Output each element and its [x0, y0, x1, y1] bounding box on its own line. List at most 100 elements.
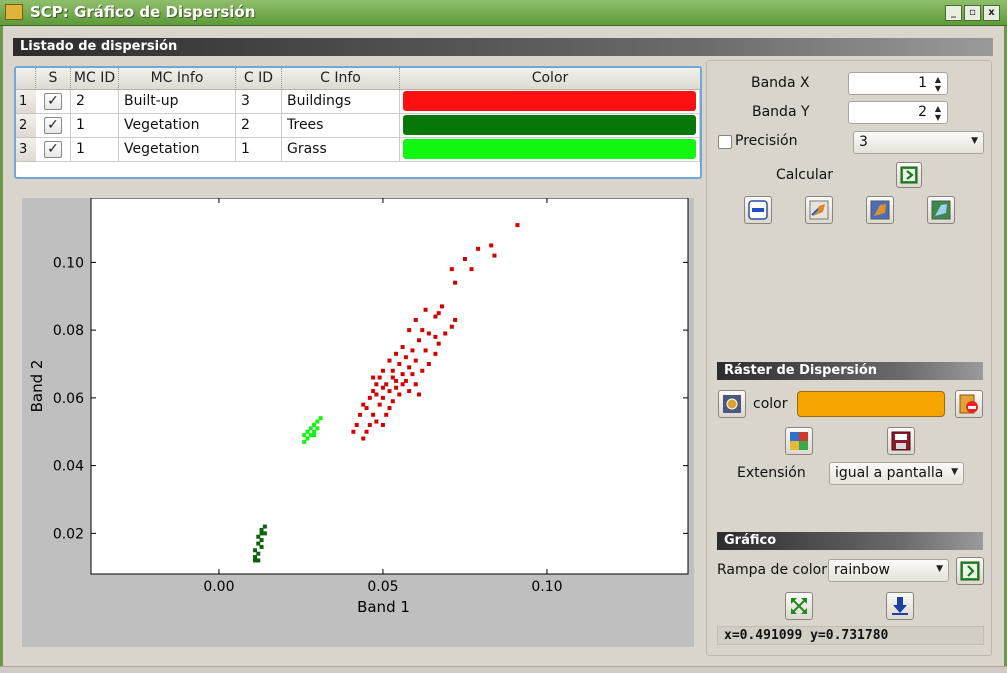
table-cell-mc-id[interactable]: 2 — [71, 90, 119, 114]
table-cell-c-id[interactable]: 3 — [236, 90, 282, 114]
x-tick-label: 0.10 — [531, 579, 562, 595]
color-swatch[interactable] — [403, 91, 696, 111]
scatter-point — [354, 422, 359, 427]
extent-combo[interactable]: igual a pantalla ▼ — [829, 462, 964, 485]
save-plot-button[interactable] — [886, 592, 914, 620]
scatter-point — [413, 382, 418, 387]
column-header-color[interactable]: Color — [531, 70, 569, 86]
scatter-point — [259, 531, 264, 536]
column-header-mc-id[interactable]: MC ID — [71, 68, 119, 90]
row-checkbox[interactable]: ✓ — [44, 141, 62, 158]
band-x-value[interactable]: 1 — [918, 75, 927, 91]
remove-color-button[interactable] — [955, 390, 983, 418]
row-checkbox[interactable]: ✓ — [44, 117, 62, 134]
scatter-roi-icon — [809, 200, 829, 220]
fit-to-axes-button[interactable] — [785, 592, 813, 620]
table-cell-mc-info[interactable]: Vegetation — [119, 114, 236, 138]
scatter-point — [403, 378, 408, 383]
band-x-spinbox[interactable]: 1 ▲ ▼ — [848, 72, 948, 95]
column-header-c-id[interactable]: C ID — [236, 68, 282, 90]
scatter-point — [390, 399, 395, 404]
table-cell-c-id[interactable]: 1 — [236, 138, 282, 162]
table-cell-c-id[interactable]: 2 — [236, 114, 282, 138]
axes-frame — [90, 198, 689, 575]
scatter-point — [312, 433, 317, 438]
column-header-mc-info[interactable]: MC Info — [119, 68, 236, 90]
polygon-button[interactable] — [718, 390, 746, 418]
plot-from-band-set-button[interactable] — [927, 196, 955, 224]
table-cell-c-info[interactable]: Grass — [282, 138, 400, 162]
table-cell-mc-id[interactable]: 1 — [71, 138, 119, 162]
raster-color-picker[interactable] — [797, 391, 945, 417]
scatter-point — [403, 355, 408, 360]
run-icon — [960, 561, 980, 581]
scatter-point — [361, 436, 366, 441]
close-button[interactable]: x — [983, 5, 1000, 21]
scatter-point — [397, 361, 402, 366]
table-cell-color[interactable] — [400, 114, 700, 138]
table-cell-mc-id[interactable]: 1 — [71, 114, 119, 138]
plot-from-roi-button[interactable] — [805, 196, 833, 224]
spin-up-icon[interactable]: ▲ — [934, 75, 942, 84]
color-swatch[interactable] — [403, 139, 696, 159]
scatter-point — [380, 385, 385, 390]
remove-icon — [748, 200, 768, 220]
remove-button[interactable] — [744, 196, 772, 224]
row-checkbox[interactable]: ✓ — [44, 93, 62, 110]
spin-up-icon[interactable]: ▲ — [934, 104, 942, 113]
precision-checkbox[interactable] — [718, 135, 732, 149]
scatter-point — [420, 328, 425, 333]
precision-combo[interactable]: 3 ▼ — [853, 131, 984, 154]
band-y-value[interactable]: 2 — [918, 104, 927, 120]
scatter-point — [256, 534, 261, 539]
scatter-point — [489, 243, 494, 248]
band-y-spinbox[interactable]: 2 ▲ ▼ — [848, 101, 948, 124]
scatter-point — [377, 402, 382, 407]
run-icon — [900, 166, 918, 184]
table-cell-select[interactable]: ✓ — [36, 90, 71, 114]
table-cell-mc-info[interactable]: Built-up — [119, 90, 236, 114]
column-header-s[interactable]: S — [36, 68, 71, 90]
scatter-point — [410, 348, 415, 353]
spin-down-icon[interactable]: ▼ — [934, 113, 942, 122]
scatter-point — [374, 382, 379, 387]
table-cell-color[interactable] — [400, 90, 700, 114]
scatter-point — [371, 389, 376, 394]
row-number[interactable]: 2 — [16, 114, 36, 138]
scatter-plot[interactable]: 0.00 0.05 0.10 0.02 0.04 0.06 0.08 0.10 Band 1 Ba… — [22, 198, 694, 647]
table-cell-color[interactable] — [400, 138, 700, 162]
calculate-raster-button[interactable] — [785, 427, 813, 455]
scatter-point — [413, 317, 418, 322]
row-number[interactable]: 1 — [16, 90, 36, 114]
scatter-point — [302, 439, 307, 444]
table-cell-c-info[interactable]: Trees — [282, 114, 400, 138]
apply-ramp-button[interactable] — [956, 557, 984, 585]
scatter-point — [469, 267, 474, 272]
scatter-point — [407, 389, 412, 394]
scatter-point — [436, 311, 441, 316]
table-cell-select[interactable]: ✓ — [36, 114, 71, 138]
maximize-button[interactable]: ▫ — [964, 5, 981, 21]
spin-down-icon[interactable]: ▼ — [934, 84, 942, 93]
table-cell-select[interactable]: ✓ — [36, 138, 71, 162]
plot-from-display-button[interactable] — [866, 196, 894, 224]
color-ramp-combo[interactable]: rainbow ▼ — [828, 559, 949, 582]
cursor-coordinates: x=0.491099 y=0.731780 — [717, 626, 984, 645]
x-axis-label: Band 1 — [357, 598, 410, 616]
scatter-point — [439, 304, 444, 309]
band-x-label: Banda X — [751, 75, 810, 91]
minimize-button[interactable]: _ — [945, 5, 962, 21]
table-cell-mc-info[interactable]: Vegetation — [119, 138, 236, 162]
precision-label: Precisión — [735, 133, 798, 149]
color-swatch[interactable] — [403, 115, 696, 135]
scatter-point — [400, 372, 405, 377]
fit-extent-icon — [791, 598, 807, 614]
column-header-c-info[interactable]: C Info — [282, 68, 400, 90]
table-cell-c-info[interactable]: Buildings — [282, 90, 400, 114]
color-ramp-label: Rampa de color — [717, 562, 827, 578]
header-corner — [16, 68, 36, 90]
save-raster-button[interactable] — [887, 427, 915, 455]
calculate-button[interactable] — [896, 162, 922, 188]
scatter-point — [384, 412, 389, 417]
row-number[interactable]: 3 — [16, 138, 36, 162]
